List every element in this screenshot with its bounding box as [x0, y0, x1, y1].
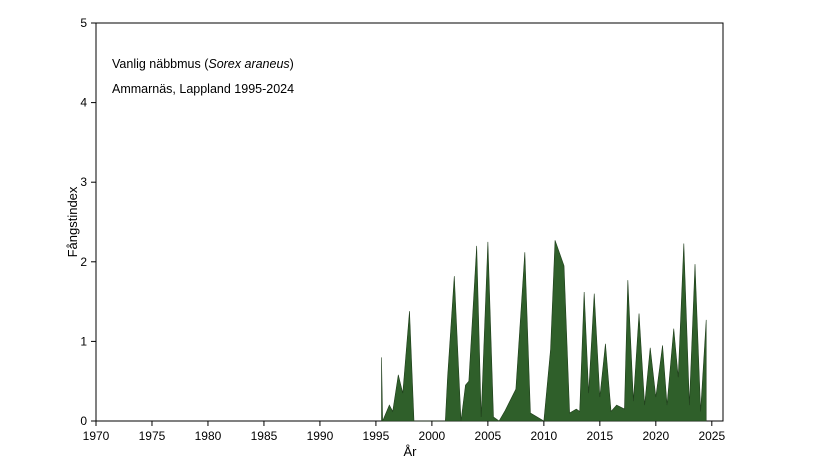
- y-tick-label-4: 4: [80, 96, 87, 110]
- x-tick-label-2005: 2005: [475, 429, 502, 443]
- x-tick-label-1990: 1990: [307, 429, 334, 443]
- area-layer: [381, 240, 707, 422]
- annotation-species-name: Sorex araneus: [208, 57, 289, 71]
- x-tick-label-2015: 2015: [586, 429, 613, 443]
- x-tick-label-2025: 2025: [698, 429, 725, 443]
- y-tick-label-2: 2: [80, 255, 87, 269]
- area-series-0: [381, 240, 707, 422]
- y-tick-label-1: 1: [80, 334, 87, 348]
- x-tick-label-1975: 1975: [139, 429, 166, 443]
- annotation-suffix: ): [290, 57, 294, 71]
- y-tick-label-3: 3: [80, 175, 87, 189]
- x-tick-label-2010: 2010: [531, 429, 558, 443]
- chart-annotation-species: Vanlig näbbmus (Sorex araneus): [112, 57, 294, 71]
- x-tick-label-1995: 1995: [363, 429, 390, 443]
- x-axis-ticks: 1970 1975 1980 1985 1990 1995 2000 2005 2010 2015…: [83, 421, 725, 443]
- x-axis-title: År: [404, 444, 418, 459]
- x-tick-label-1980: 1980: [195, 429, 222, 443]
- y-tick-label-5: 5: [80, 16, 87, 30]
- y-axis-title: Fångstindex: [65, 186, 80, 257]
- x-tick-label-2020: 2020: [642, 429, 669, 443]
- x-tick-label-2000: 2000: [419, 429, 446, 443]
- annotation-prefix: Vanlig näbbmus (: [112, 57, 209, 71]
- x-tick-label-1970: 1970: [83, 429, 110, 443]
- chart-annotation-location: Ammarnäs, Lappland 1995-2024: [112, 82, 294, 96]
- y-axis-ticks: 0 1 2 3 4 5: [80, 16, 96, 428]
- y-tick-label-0: 0: [80, 414, 87, 428]
- x-tick-label-1985: 1985: [251, 429, 278, 443]
